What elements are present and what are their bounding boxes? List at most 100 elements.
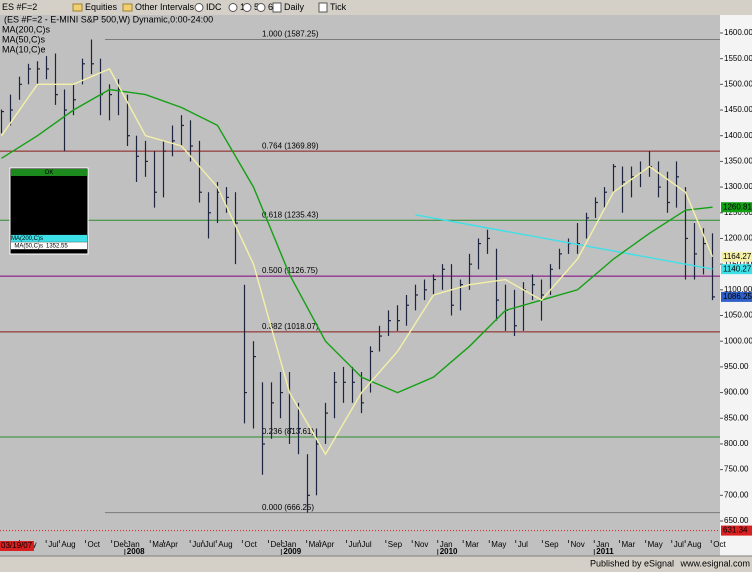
info-key: Open bbox=[28, 207, 43, 213]
price-box bbox=[721, 202, 752, 213]
year-label: 2009 bbox=[283, 547, 301, 556]
folder-icon bbox=[122, 3, 133, 12]
toolbar-item[interactable]: Equities bbox=[85, 2, 118, 12]
toolbar-item[interactable]: IDC bbox=[206, 2, 222, 12]
price-box-label: 1086.25 bbox=[723, 292, 752, 301]
toolbar-item: ES #F=2 bbox=[2, 2, 37, 12]
x-tick-label: Sep bbox=[544, 540, 559, 549]
price-box-label: 1140.27 bbox=[723, 264, 752, 273]
legend-entry: MA(200,C)s bbox=[2, 24, 51, 34]
price-box bbox=[721, 525, 752, 536]
x-tick-label: Mar bbox=[152, 540, 166, 549]
interval-icon bbox=[256, 3, 266, 12]
x-tick-label: Aug bbox=[687, 540, 701, 549]
y-tick-label: 900.00 bbox=[724, 388, 749, 397]
info-value: ES #F=2,W bbox=[46, 178, 77, 184]
y-tick-label: 1550.00 bbox=[724, 54, 752, 63]
y-tick-label: 1450.00 bbox=[724, 105, 752, 114]
info-header-label: OK bbox=[45, 170, 54, 176]
toolbar-item[interactable]: Tick bbox=[330, 2, 347, 12]
legend-entry: MA(50,C)s bbox=[2, 34, 46, 44]
date-box bbox=[0, 541, 34, 551]
info-key: High bbox=[31, 214, 43, 220]
x-tick-label: Dec bbox=[114, 540, 128, 549]
info-key: Time: bbox=[28, 192, 43, 198]
x-tick-label: Jan bbox=[596, 540, 609, 549]
fib-label: 0.764 (1369.89) bbox=[262, 141, 319, 150]
info-key: Close bbox=[28, 229, 44, 235]
y-tick-label: 650.00 bbox=[724, 516, 749, 525]
info-row-bg bbox=[11, 234, 87, 242]
info-value: 00:00 bbox=[46, 192, 62, 198]
status-bar bbox=[0, 556, 752, 572]
site: www.esignal.com bbox=[679, 558, 750, 568]
x-tick-label: Jul bbox=[48, 540, 58, 549]
date-box-label: 03/19/07 bbox=[1, 541, 33, 550]
x-tick-label: May bbox=[648, 540, 663, 549]
info-key: Price: bbox=[28, 199, 44, 205]
y-tick-label: 1000.00 bbox=[724, 336, 752, 345]
info-key: Date: bbox=[29, 185, 44, 191]
x-tick-label: Jan bbox=[283, 540, 296, 549]
x-tick-label: Apr bbox=[322, 540, 335, 549]
info-key: MA(200,C)s bbox=[11, 236, 43, 242]
interval-icon bbox=[228, 3, 238, 12]
info-value: 03/19/07 bbox=[46, 185, 70, 191]
fib-label: 0.382 (1018.07) bbox=[262, 322, 319, 331]
ma-line bbox=[415, 214, 713, 270]
info-value: 631.34 bbox=[46, 199, 65, 205]
fib-label: 0.618 (1235.43) bbox=[262, 210, 319, 219]
x-tick-label: May bbox=[491, 540, 506, 549]
y-tick-label: 1600.00 bbox=[724, 28, 752, 37]
x-tick-label: Jul bbox=[518, 540, 528, 549]
chart-title: (ES #F=2 - E-MINI S&P 500,W) Dynamic,0:0… bbox=[4, 14, 213, 24]
ma-line bbox=[0, 68, 714, 456]
toolbar-item[interactable]: 1 bbox=[240, 2, 245, 12]
x-tick-label: Nov bbox=[571, 540, 585, 549]
info-value: 1406.75 bbox=[46, 207, 68, 213]
y-tick-label: 1100.00 bbox=[724, 285, 752, 294]
x-tick-label: Dec bbox=[271, 540, 285, 549]
y-tick-label: 700.00 bbox=[724, 490, 749, 499]
info-key: MA(50,C)s bbox=[14, 243, 43, 249]
legend-entry: MA(10,C)e bbox=[2, 44, 46, 54]
plot-area bbox=[0, 15, 720, 556]
x-tick-label: Mar bbox=[465, 540, 479, 549]
price-box bbox=[721, 264, 752, 275]
y-tick-label: 1050.00 bbox=[724, 311, 752, 320]
y-tick-label: 1250.00 bbox=[724, 208, 752, 217]
publisher: Published by eSignal bbox=[590, 558, 674, 568]
toolbar-item[interactable]: 5 bbox=[254, 2, 259, 12]
x-tick-label: Jun bbox=[192, 540, 205, 549]
year-label: 2010 bbox=[440, 547, 458, 556]
fib-label: 0.236 (813.61) bbox=[262, 427, 314, 436]
x-tick-label: Mar bbox=[309, 540, 323, 549]
x-tick-label: Jan bbox=[127, 540, 140, 549]
x-tick-label: Sep bbox=[388, 540, 403, 549]
info-row-bg bbox=[11, 242, 87, 250]
y-tick-label: 1350.00 bbox=[724, 157, 752, 166]
x-tick-label: Oct bbox=[244, 540, 257, 549]
y-tick-label: 1500.00 bbox=[724, 79, 752, 88]
info-key: Symbol: bbox=[21, 178, 43, 184]
info-value: 1352.55 bbox=[46, 243, 68, 249]
x-tick-label: Apr bbox=[166, 540, 179, 549]
interval-icon bbox=[194, 3, 204, 12]
year-label: 2008 bbox=[127, 547, 145, 556]
price-box-label: 1260.81 bbox=[723, 202, 752, 211]
toolbar bbox=[0, 0, 752, 15]
x-tick-label: Jul bbox=[674, 540, 684, 549]
info-value: 1404.75 bbox=[46, 221, 68, 227]
y-tick-label: 1150.00 bbox=[724, 259, 752, 268]
x-tick-label: Nov bbox=[414, 540, 428, 549]
fib-label: 0.000 (666.25) bbox=[262, 503, 314, 512]
toolbar-item[interactable]: Other Intervals bbox=[135, 2, 195, 12]
y-tick-label: 850.00 bbox=[724, 413, 749, 422]
info-header bbox=[11, 169, 87, 176]
x-tick-label: Jan bbox=[440, 540, 453, 549]
toolbar-item[interactable]: Daily bbox=[284, 2, 305, 12]
y-tick-label: 800.00 bbox=[724, 439, 749, 448]
interval-icon bbox=[272, 2, 282, 13]
